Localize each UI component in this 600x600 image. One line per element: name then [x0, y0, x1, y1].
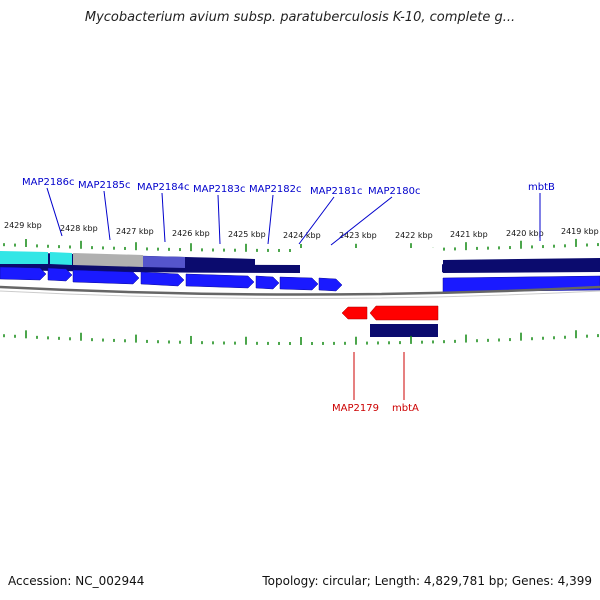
kbp-label: 2429 kbp — [4, 221, 42, 230]
label-connector — [103, 190, 111, 241]
track-gray — [73, 253, 143, 267]
track-navy-lower — [370, 324, 438, 337]
accession-text: Accession: NC_002944 — [8, 574, 145, 588]
kbp-label: 2421 kbp — [450, 230, 488, 239]
genome-summary-text: Topology: circular; Length: 4,829,781 bp… — [262, 574, 592, 588]
gene-arrow[interactable] — [0, 266, 47, 281]
track-cyan-2 — [50, 252, 72, 265]
gene-label-mbtB[interactable]: mbtB — [528, 182, 555, 193]
kbp-label: 2426 kbp — [172, 229, 210, 238]
gene-arrow[interactable] — [47, 267, 73, 282]
gene-label-MAP2185c[interactable]: MAP2185c — [78, 180, 130, 191]
kbp-label: 2423 kbp — [339, 231, 377, 240]
gene-label-MAP2179[interactable]: MAP2179 — [332, 403, 379, 414]
kbp-label: 2428 kbp — [60, 224, 98, 233]
track-cyan-1 — [0, 251, 48, 264]
label-connector — [330, 196, 393, 246]
tick-row-bottom — [3, 330, 599, 345]
gene-label-MAP2180c[interactable]: MAP2180c — [368, 186, 420, 197]
kbp-label: 2420 kbp — [506, 229, 544, 238]
upper-track — [0, 248, 600, 278]
gene-label-MAP2184c[interactable]: MAP2184c — [137, 182, 189, 193]
gene-arrow[interactable] — [140, 271, 185, 287]
gene-label-MAP2182c[interactable]: MAP2182c — [249, 184, 301, 195]
gene-label-MAP2186c[interactable]: MAP2186c — [22, 177, 74, 188]
gene-arrow[interactable] — [72, 269, 140, 285]
gene-arrow[interactable] — [185, 273, 255, 289]
reverse-genes — [341, 305, 439, 337]
gene-arrow[interactable] — [279, 276, 319, 291]
kbp-label: 2422 kbp — [395, 231, 433, 240]
gene-arrow-mbtA[interactable] — [369, 305, 439, 321]
gene-arrow[interactable] — [255, 275, 280, 290]
label-connector — [217, 194, 221, 245]
label-connector — [46, 187, 63, 237]
genome-backbone-shadow — [0, 290, 600, 299]
track-mid-blue — [143, 256, 185, 268]
gene-arrow-MAP2179[interactable] — [341, 306, 368, 320]
kbp-label: 2425 kbp — [228, 230, 266, 239]
reverse-labels: MAP2179 mbtA — [332, 352, 419, 414]
gene-label-MAP2183c[interactable]: MAP2183c — [193, 184, 245, 195]
kbp-label: 2424 kbp — [283, 231, 321, 240]
track-gap — [300, 248, 442, 278]
genome-backbone — [0, 285, 600, 296]
forward-labels: MAP2186c MAP2185c MAP2184c MAP2183c MAP2… — [22, 177, 555, 246]
label-connector — [161, 192, 166, 243]
gene-arrow[interactable] — [318, 277, 343, 292]
kbp-label: 2419 kbp — [561, 227, 599, 236]
genome-title: Mycobacterium avium subsp. paratuberculo… — [84, 10, 516, 25]
gene-label-mbtA[interactable]: mbtA — [392, 403, 419, 414]
label-connector — [267, 194, 274, 245]
label-connector — [298, 196, 335, 245]
kbp-label: 2427 kbp — [116, 227, 154, 236]
kbp-scale: 2429 kbp 2428 kbp 2427 kbp 2426 kbp 2425 kbp… — [4, 221, 599, 240]
gene-label-MAP2181c[interactable]: MAP2181c — [310, 186, 362, 197]
track-navy-mbtB — [443, 258, 600, 273]
